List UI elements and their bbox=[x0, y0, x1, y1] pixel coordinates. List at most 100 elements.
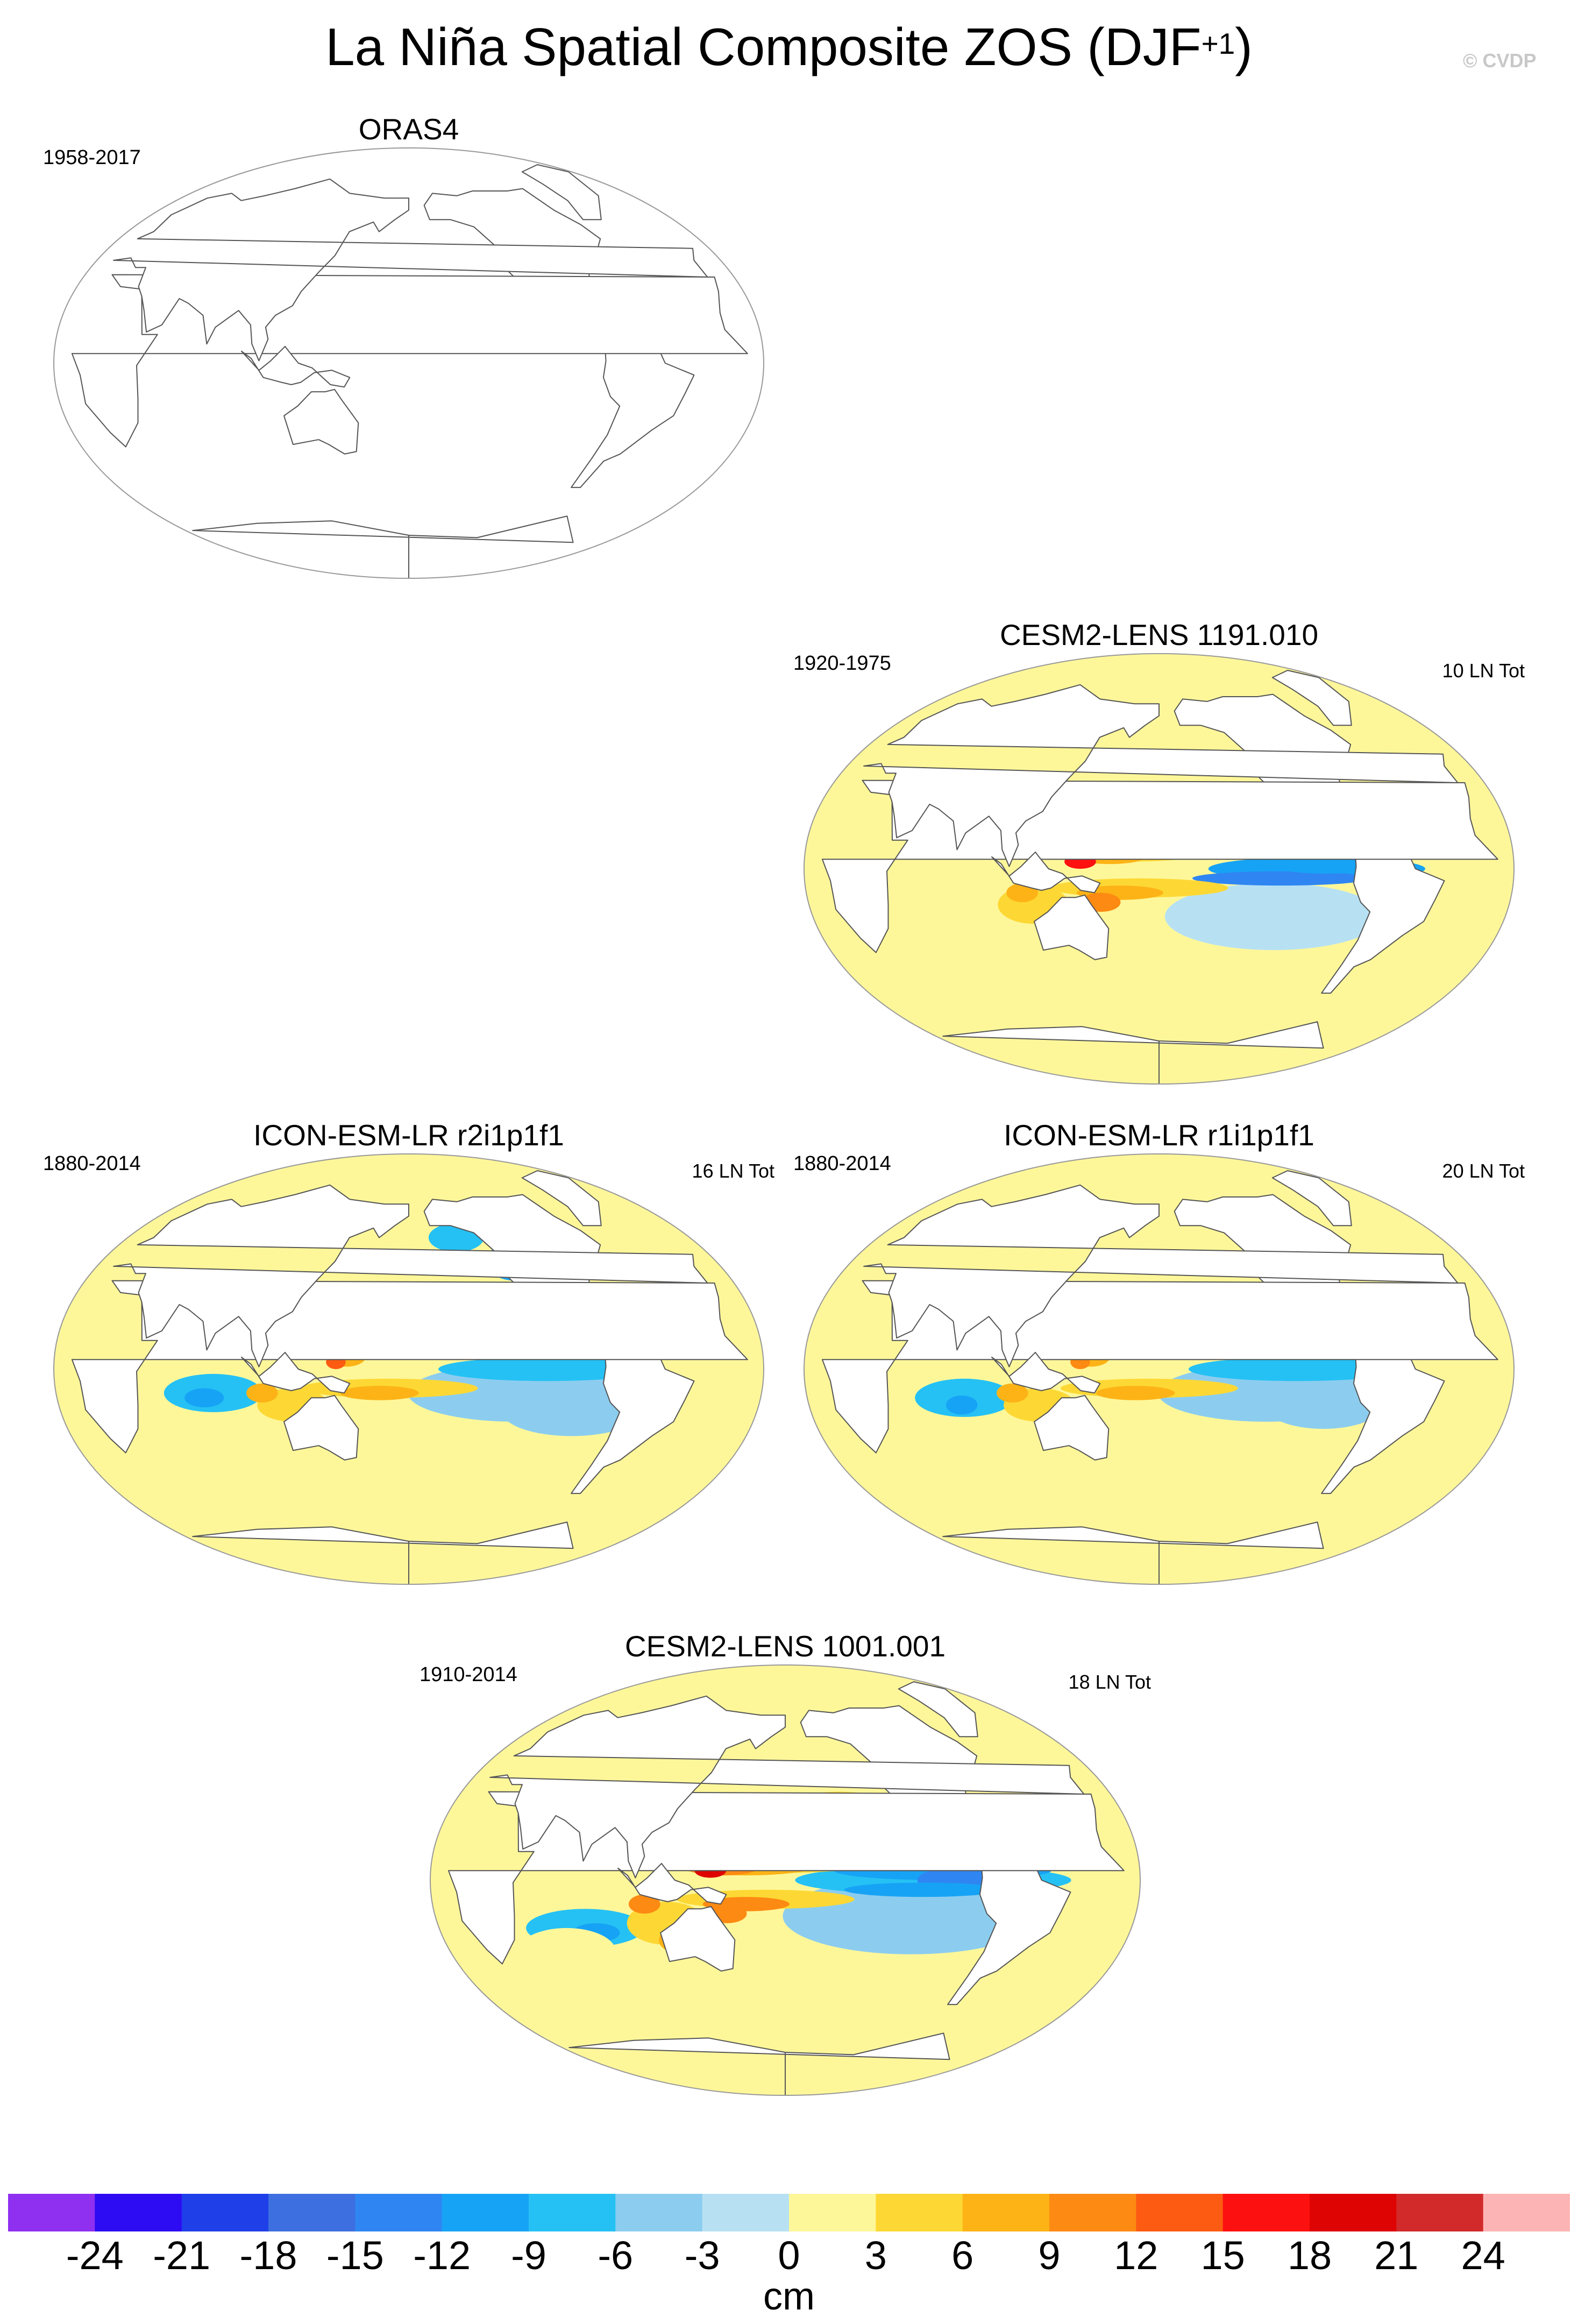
anomaly-patch bbox=[517, 1928, 616, 1976]
land-greenland bbox=[898, 1681, 978, 1738]
colorbar-tick: 18 bbox=[1287, 2233, 1332, 2278]
colorbar-swatch bbox=[615, 2194, 703, 2231]
panel-count: 20 LN Tot bbox=[1442, 1160, 1525, 1182]
colorbar-tick: 3 bbox=[864, 2233, 887, 2278]
anomaly-patch bbox=[438, 1357, 656, 1381]
anomaly-patch bbox=[997, 1383, 1028, 1403]
land-australia bbox=[283, 1394, 359, 1461]
map-cesm2-1001 bbox=[430, 1664, 1141, 2096]
land-south-america bbox=[947, 1853, 1071, 2006]
panel-years: 1880-2014 bbox=[43, 1152, 141, 1175]
anomaly-patch bbox=[1164, 883, 1382, 951]
colorbar-tick: -3 bbox=[684, 2233, 720, 2278]
colorbar-unit: cm bbox=[763, 2275, 815, 2318]
land-eurasia bbox=[113, 1184, 708, 1368]
colorbar-swatch bbox=[95, 2194, 182, 2231]
anomaly-patch bbox=[1119, 947, 1297, 1005]
colorbar-swatch bbox=[1483, 2194, 1570, 2231]
panel-title: CESM2-LENS 1191.010 bbox=[999, 618, 1319, 651]
colorbar-tick: 9 bbox=[1038, 2233, 1061, 2278]
map-layer bbox=[804, 1154, 1514, 1584]
map-layer bbox=[54, 1154, 764, 1584]
land-australia bbox=[660, 1905, 736, 1972]
colorbar-swatch bbox=[1049, 2194, 1136, 2231]
colorbar-swatch bbox=[268, 2194, 356, 2231]
anomaly-patch bbox=[946, 1395, 978, 1415]
land-greenland bbox=[521, 1170, 602, 1227]
map-border bbox=[53, 147, 764, 579]
anomaly-patch bbox=[1264, 1381, 1383, 1429]
land-greenland bbox=[1271, 1170, 1352, 1227]
map-border bbox=[430, 1664, 1141, 2096]
panel-cesm2-1191: CESM2-LENS 1191.010 1920-1975 10 LN Tot bbox=[793, 619, 1525, 1087]
land-indonesia bbox=[991, 1351, 1101, 1394]
land-australia bbox=[1034, 1394, 1110, 1461]
anomaly-patch bbox=[844, 1882, 1002, 1897]
panel-title: CESM2-LENS 1001.001 bbox=[624, 1629, 946, 1663]
panel-oras4: ORAS4 1958-2017 bbox=[43, 113, 774, 581]
colorbar-tick: -24 bbox=[66, 2233, 124, 2278]
anomaly-patch bbox=[149, 1416, 268, 1465]
map-layer bbox=[71, 164, 748, 578]
anomaly-patch bbox=[246, 1383, 278, 1403]
panel-years: 1920-1975 bbox=[793, 652, 891, 675]
map-border bbox=[804, 1153, 1515, 1585]
panel-count: 16 LN Tot bbox=[692, 1160, 774, 1182]
colorbar-tick: 12 bbox=[1114, 2233, 1158, 2278]
map-cesm2-1191 bbox=[804, 653, 1515, 1085]
land-antarctica bbox=[192, 1521, 574, 1584]
colorbar-swatch bbox=[702, 2194, 790, 2231]
colorbar-swatch bbox=[789, 2194, 876, 2231]
land-antarctica bbox=[192, 515, 574, 578]
colorbar-tick: 24 bbox=[1461, 2233, 1505, 2278]
land-eurasia bbox=[113, 178, 708, 362]
land-eurasia bbox=[863, 684, 1459, 867]
land-indonesia bbox=[617, 1862, 727, 1905]
anomaly-patch bbox=[340, 1386, 419, 1400]
colorbar-swatch bbox=[1222, 2194, 1310, 2231]
panel-title: ICON-ESM-LR r2i1p1f1 bbox=[253, 1118, 564, 1152]
land-indonesia bbox=[241, 345, 351, 388]
colorbar-swatch bbox=[181, 2194, 269, 2231]
colorbar-tick: -15 bbox=[326, 2233, 384, 2278]
colorbar bbox=[8, 2194, 1570, 2231]
colorbar-swatch bbox=[962, 2194, 1050, 2231]
colorbar-swatch bbox=[1396, 2194, 1484, 2231]
anomaly-patch bbox=[891, 916, 990, 965]
colorbar-swatch bbox=[529, 2194, 616, 2231]
map-icon-r2 bbox=[53, 1153, 764, 1585]
land-south-america bbox=[571, 1342, 695, 1494]
colorbar-swatch bbox=[355, 2194, 443, 2231]
land-antarctica bbox=[942, 1521, 1324, 1584]
panel-title: ICON-ESM-LR r1i1p1f1 bbox=[1004, 1118, 1314, 1152]
colorbar-swatch bbox=[1136, 2194, 1224, 2231]
land-south-america bbox=[571, 336, 695, 488]
panel-years: 1910-2014 bbox=[420, 1663, 517, 1686]
panel-cesm2-1001: CESM2-LENS 1001.001 1910-2014 18 LN Tot bbox=[420, 1630, 1151, 2098]
panel-icon-r2: ICON-ESM-LR r2i1p1f1 1880-2014 16 LN Tot bbox=[43, 1119, 774, 1587]
colorbar-swatch bbox=[876, 2194, 963, 2231]
colorbar-tick: -21 bbox=[153, 2233, 211, 2278]
anomaly-patch bbox=[502, 1388, 641, 1436]
credit-label: © CVDP bbox=[1463, 49, 1537, 72]
colorbar-swatch bbox=[1310, 2194, 1397, 2231]
map-oras4 bbox=[53, 147, 764, 579]
panel-count: 10 LN Tot bbox=[1442, 660, 1525, 682]
land-eurasia bbox=[489, 1695, 1085, 1879]
map-layer bbox=[430, 1665, 1140, 2095]
land-indonesia bbox=[991, 851, 1101, 894]
land-south-america bbox=[1321, 842, 1445, 994]
land-eurasia bbox=[863, 1184, 1459, 1368]
anomaly-patch bbox=[628, 1894, 660, 1914]
colorbar-tick: -12 bbox=[413, 2233, 471, 2278]
map-icon-r1 bbox=[804, 1153, 1515, 1585]
land-greenland bbox=[521, 164, 602, 221]
anomaly-patch bbox=[922, 1429, 1060, 1477]
map-border bbox=[804, 653, 1515, 1085]
land-antarctica bbox=[942, 1021, 1324, 1084]
panel-count: 18 LN Tot bbox=[1068, 1671, 1151, 1693]
figure-title: La Niña Spatial Composite ZOS (DJF+1) bbox=[325, 17, 1253, 76]
anomaly-patch bbox=[54, 1455, 415, 1522]
anomaly-patch bbox=[1096, 1386, 1175, 1400]
colorbar-tick: 6 bbox=[951, 2233, 974, 2278]
